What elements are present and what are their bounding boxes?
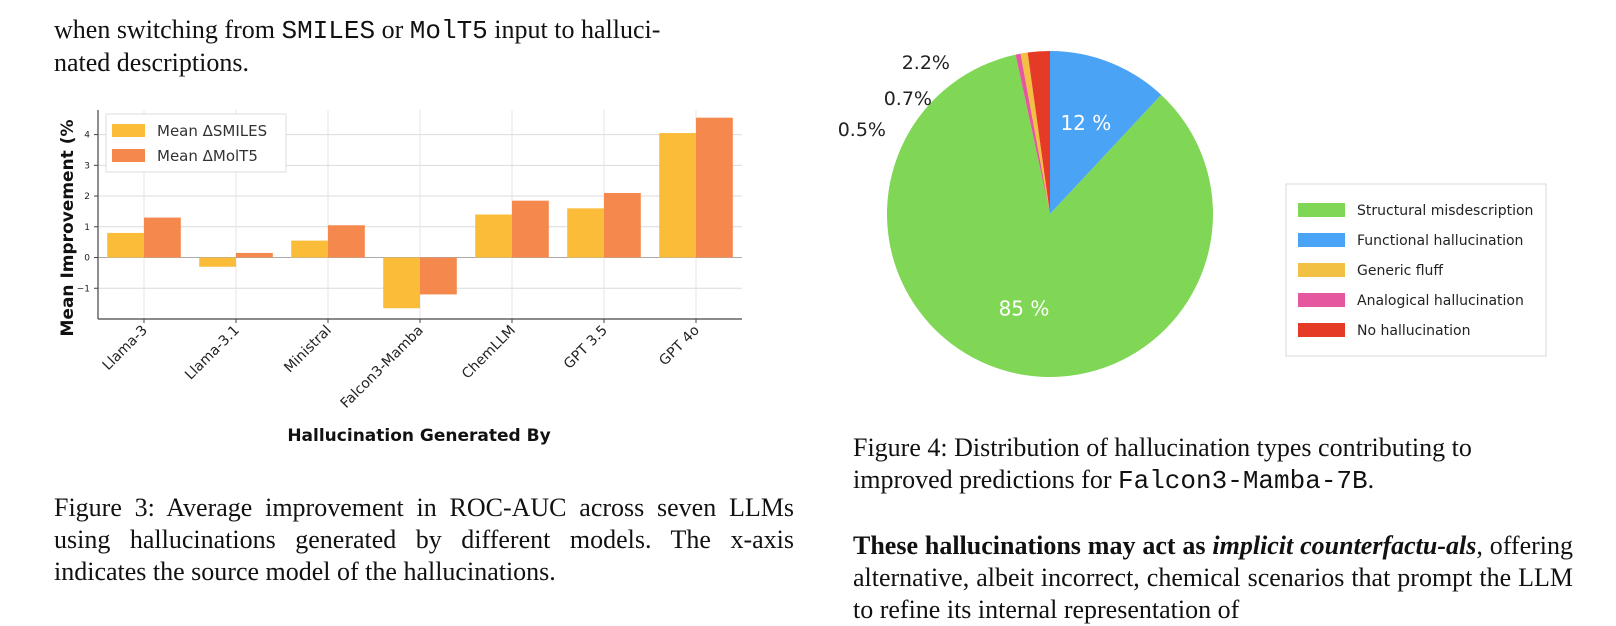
x-tick-label: Llama-3.1: [182, 323, 243, 384]
y-tick-label: 4: [84, 131, 90, 141]
paragraph-emphasis: implicit counterfactu-als: [1212, 531, 1477, 560]
bar-smiles-chemllm: [475, 214, 512, 258]
paragraph-lead: These hallucinations may act as: [853, 531, 1206, 560]
pie-legend-swatch: [1298, 233, 1345, 247]
y-tick-label: 1: [84, 223, 90, 233]
figure4-caption-text: Figure 4: Distribution of hallucination …: [853, 433, 1472, 494]
pie-label-no-hallucination: 2.2%: [902, 52, 950, 74]
text-fragment-rest: input to halluci-: [494, 15, 661, 44]
bar-smiles-llama-3: [107, 232, 144, 258]
legend-label: Mean ΔSMILES: [157, 122, 267, 140]
bar-molt5-chemllm: [512, 200, 549, 258]
text-fragment: when switching from: [54, 15, 275, 44]
figure4-pie-chart: 12 % 85 % 0.5% 0.7% 2.2% Structural misdescr…: [838, 51, 1547, 377]
body-paragraph-top: x when switching from SMILES or MolT5 in…: [54, 0, 794, 79]
pie-legend-label: Generic fluff: [1357, 263, 1443, 279]
pie-label-functional-hallucination: 12 %: [1060, 111, 1111, 135]
bar-molt5-ministral: [328, 225, 365, 258]
pie-slice-structural-misdescription: [887, 54, 1213, 377]
pie-legend-label: Functional hallucination: [1357, 233, 1523, 249]
body-paragraph-right: These hallucinations may act as implicit…: [853, 530, 1573, 626]
paragraph-rest: , offering alternative, albeit incorrect…: [853, 531, 1573, 624]
pie-legend-swatch: [1298, 293, 1345, 307]
x-tick-label: GPT 3.5: [561, 323, 611, 373]
x-tick-label: ChemLLM: [459, 323, 519, 383]
x-tick-label: Llama-3: [100, 323, 151, 374]
bar-molt5-llama-3: [144, 217, 181, 258]
pie-legend-label: No hallucination: [1357, 323, 1470, 339]
bar-smiles-gpt-4o: [659, 133, 696, 258]
figure4-caption: Figure 4: Distribution of hallucination …: [853, 432, 1573, 497]
pie-legend-swatch: [1298, 203, 1345, 217]
pie-label-structural-misdescription: 85 %: [999, 296, 1050, 320]
legend-box: [105, 113, 287, 173]
bar-molt5-gpt-3-5: [604, 192, 641, 258]
bar-molt5-llama-3-1: [236, 252, 273, 258]
text-line-2: nated descriptions.: [54, 48, 249, 77]
x-tick-label: Falcon3-Mamba: [338, 323, 427, 412]
x-axis-label: Hallucination Generated By: [287, 426, 550, 446]
pie-slice-no-hallucination: [1027, 51, 1050, 214]
y-tick-label: 0: [84, 254, 90, 264]
pie-legend-label: Structural misdescription: [1357, 203, 1533, 219]
y-tick-label: 2: [84, 192, 90, 202]
y-tick-label: −1: [77, 284, 90, 294]
pie-legend-label: Analogical hallucination: [1357, 293, 1524, 309]
figure3-bar-chart: −1 0 1 2 3 4 Llama-3 Llama-3.1 Ministral Falcon3-…: [58, 110, 742, 446]
figure3-caption: Figure 3: Average improvement in ROC-AUC…: [54, 493, 794, 586]
pie-slice-functional-hallucination: [1050, 51, 1162, 214]
bar-molt5-gpt-4o: [696, 117, 733, 258]
pie-label-analogical-hallucination: 0.5%: [838, 119, 886, 141]
bar-smiles-llama-3-1: [199, 257, 236, 267]
bar-smiles-ministral: [291, 240, 328, 258]
figure4-caption-code: Falcon3-Mamba-7B: [1118, 466, 1368, 496]
legend-label: Mean ΔMolT5: [157, 147, 258, 165]
text-or: or: [381, 15, 404, 44]
bar-molt5-falcon3-mamba: [420, 257, 457, 295]
pie-legend-swatch: [1298, 323, 1345, 337]
pie-legend-swatch: [1298, 263, 1345, 277]
pie-label-generic-fluff: 0.7%: [884, 88, 932, 110]
x-tick-label: Ministral: [281, 323, 335, 377]
pie-slice-analogical-hallucination: [1015, 53, 1050, 214]
y-axis-label: Mean Improvement (%: [58, 119, 78, 336]
legend-swatch: [112, 124, 145, 137]
pie-slice-generic-fluff: [1020, 52, 1050, 214]
code-molt5: MolT5: [409, 16, 488, 46]
code-smiles: SMILES: [281, 16, 376, 46]
figure4-caption-period: .: [1367, 465, 1375, 494]
legend-swatch: [112, 149, 145, 162]
x-tick-label: GPT 4o: [656, 323, 703, 370]
y-tick-label: 3: [84, 161, 90, 171]
bar-smiles-gpt-3-5: [567, 208, 604, 258]
bar-smiles-falcon3-mamba: [383, 257, 420, 309]
